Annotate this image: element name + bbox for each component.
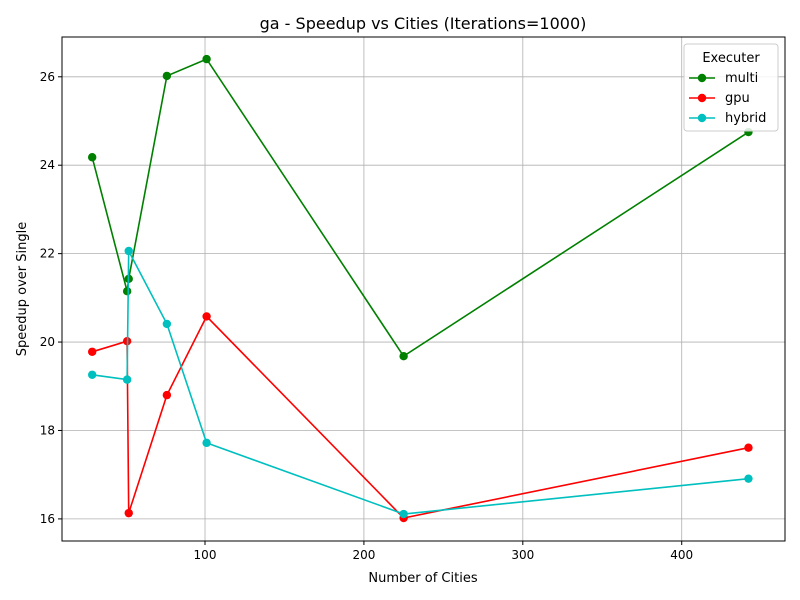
data-point-hybrid (124, 246, 133, 256)
data-point-gpu (162, 390, 172, 400)
x-tick-label: 300 (511, 548, 534, 562)
data-point-hybrid (399, 509, 408, 519)
data-point-hybrid (744, 474, 753, 483)
y-tick-label: 26 (40, 70, 55, 84)
data-point-gpu (744, 443, 753, 452)
data-point-multi (122, 287, 132, 296)
legend-items: multi gpu hybrid (689, 71, 766, 126)
x-tick-label: 400 (670, 548, 693, 562)
legend-marker (697, 73, 707, 83)
chart-title: ga - Speedup vs Cities (Iterations=1000) (260, 14, 587, 33)
series-hybrid (87, 246, 753, 519)
y-tick-label: 22 (40, 247, 55, 261)
data-point-hybrid (162, 319, 172, 329)
series-layer (87, 54, 753, 523)
x-tick-label: 200 (352, 548, 375, 562)
legend-box (683, 43, 779, 132)
legend-label: gpu (725, 91, 750, 106)
legend-item-hybrid: hybrid (689, 111, 766, 126)
x-axis: 100 200 300 400 (194, 541, 693, 562)
data-point-multi (399, 352, 408, 361)
data-point-multi (202, 54, 211, 64)
data-point-gpu (87, 347, 97, 356)
legend-label: hybrid (725, 111, 766, 126)
legend-item-gpu: gpu (689, 91, 750, 106)
legend-title: Executer (702, 51, 760, 66)
data-point-gpu (124, 508, 133, 518)
legend-label: multi (725, 71, 758, 86)
data-point-gpu (202, 312, 211, 321)
y-tick-label: 24 (40, 158, 55, 172)
x-tick-label: 100 (194, 548, 217, 562)
legend-marker (697, 93, 707, 103)
legend: Executer multi gpu hybrid (683, 43, 779, 132)
legend-item-multi: multi (689, 71, 758, 86)
y-tick-label: 20 (40, 335, 55, 349)
x-axis-label: Number of Cities (368, 571, 477, 586)
data-point-hybrid (202, 438, 211, 448)
data-point-multi (162, 71, 172, 81)
legend-marker (697, 113, 707, 123)
y-tick-label: 16 (40, 512, 55, 526)
data-point-multi (87, 153, 97, 162)
y-axis-label: Speedup over Single (15, 222, 30, 356)
y-axis: 16 18 20 22 24 26 (40, 70, 62, 526)
data-point-hybrid (87, 370, 97, 379)
grid-lines (62, 37, 785, 541)
data-point-hybrid (122, 375, 132, 384)
y-tick-label: 18 (40, 423, 55, 437)
plot-area (61, 36, 786, 542)
